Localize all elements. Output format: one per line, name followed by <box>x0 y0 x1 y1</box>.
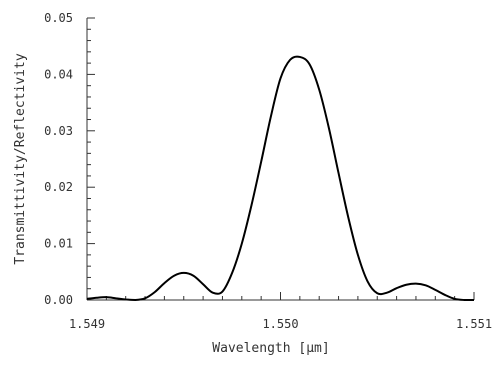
y-tick-label: 0.00 <box>44 293 73 307</box>
y-tick-label: 0.03 <box>44 124 73 138</box>
y-tick-label: 0.04 <box>44 67 73 81</box>
axes <box>86 18 474 301</box>
y-tick-label: 0.05 <box>44 11 73 25</box>
x-tick-label: 1.550 <box>262 317 298 331</box>
y-tick-label: 0.01 <box>44 237 73 251</box>
series-layer <box>86 55 474 302</box>
x-axis-label: Wavelength [µm] <box>212 341 329 356</box>
series-line <box>86 55 474 302</box>
ticks: 0.00 0.01 0.02 0.03 0.04 0.05 1.549 1.550 1.551 <box>44 11 492 331</box>
x-tick-label: 1.551 <box>456 317 492 331</box>
y-axis-label: Transmittivity/Reflectivity <box>13 53 28 264</box>
y-tick-label: 0.02 <box>44 180 73 194</box>
x-tick-label: 1.549 <box>69 317 105 331</box>
